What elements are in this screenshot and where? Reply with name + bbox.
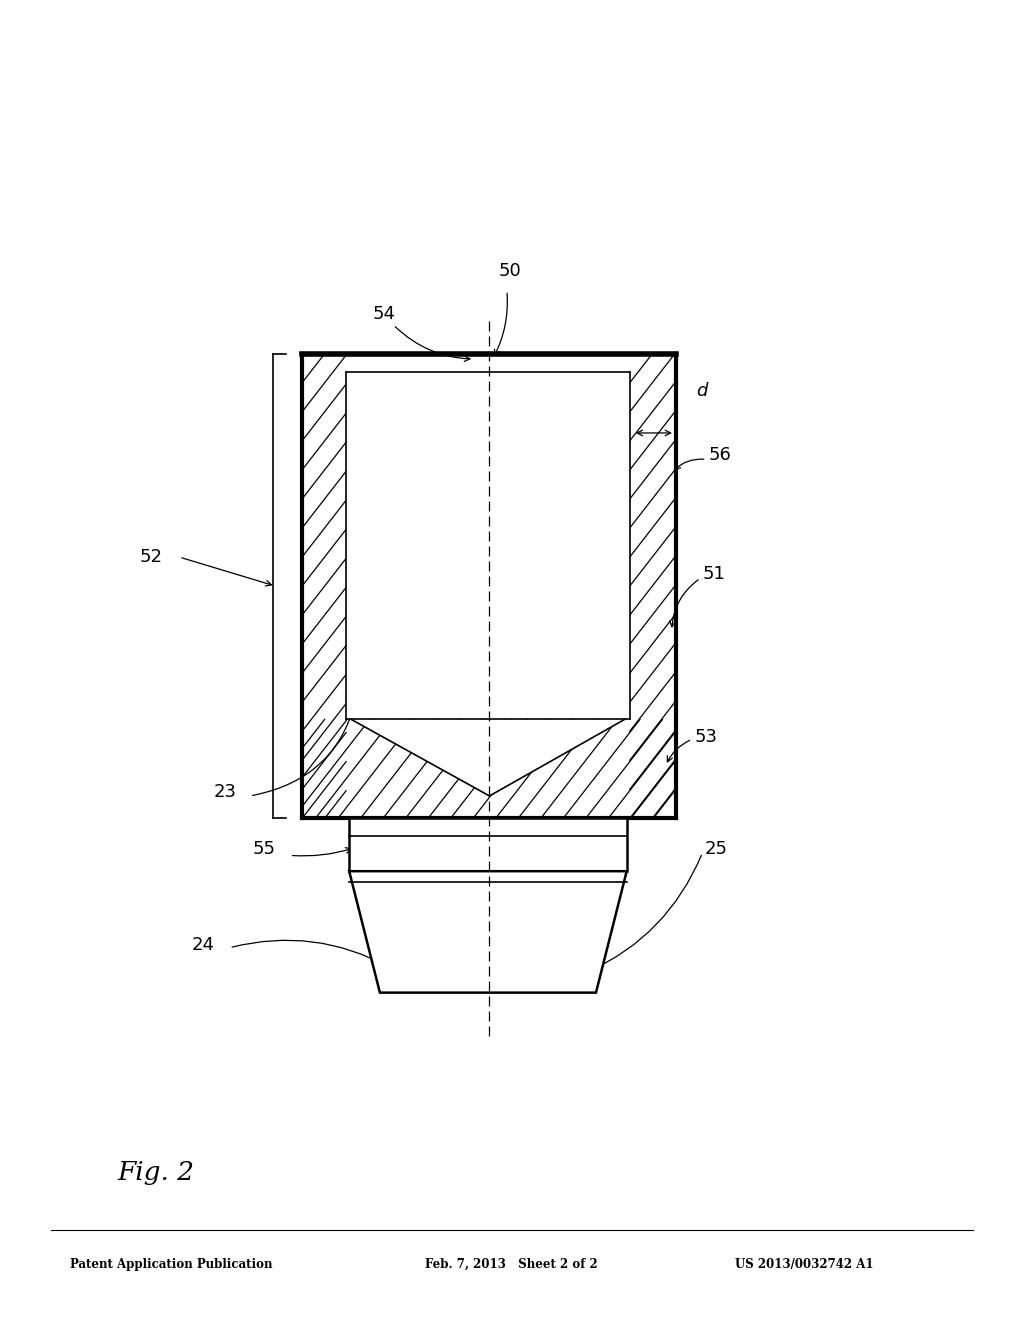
Text: 54: 54 bbox=[373, 305, 395, 323]
Text: 55: 55 bbox=[253, 840, 275, 858]
Polygon shape bbox=[349, 871, 627, 993]
Text: Patent Application Publication: Patent Application Publication bbox=[70, 1258, 272, 1271]
Polygon shape bbox=[630, 354, 676, 818]
Text: 25: 25 bbox=[705, 840, 727, 858]
Text: 23: 23 bbox=[214, 783, 237, 801]
Polygon shape bbox=[302, 719, 676, 818]
Text: 24: 24 bbox=[191, 936, 214, 954]
Text: d: d bbox=[695, 381, 708, 400]
Text: 56: 56 bbox=[709, 446, 731, 465]
Text: 53: 53 bbox=[694, 727, 717, 746]
Polygon shape bbox=[349, 818, 627, 871]
Text: Feb. 7, 2013   Sheet 2 of 2: Feb. 7, 2013 Sheet 2 of 2 bbox=[425, 1258, 598, 1271]
Text: Fig. 2: Fig. 2 bbox=[118, 1160, 195, 1184]
Text: 52: 52 bbox=[140, 548, 163, 566]
Polygon shape bbox=[346, 372, 630, 719]
Text: 51: 51 bbox=[702, 565, 725, 583]
Polygon shape bbox=[351, 719, 625, 796]
Polygon shape bbox=[302, 354, 346, 818]
Text: 50: 50 bbox=[499, 261, 521, 280]
Text: US 2013/0032742 A1: US 2013/0032742 A1 bbox=[735, 1258, 873, 1271]
